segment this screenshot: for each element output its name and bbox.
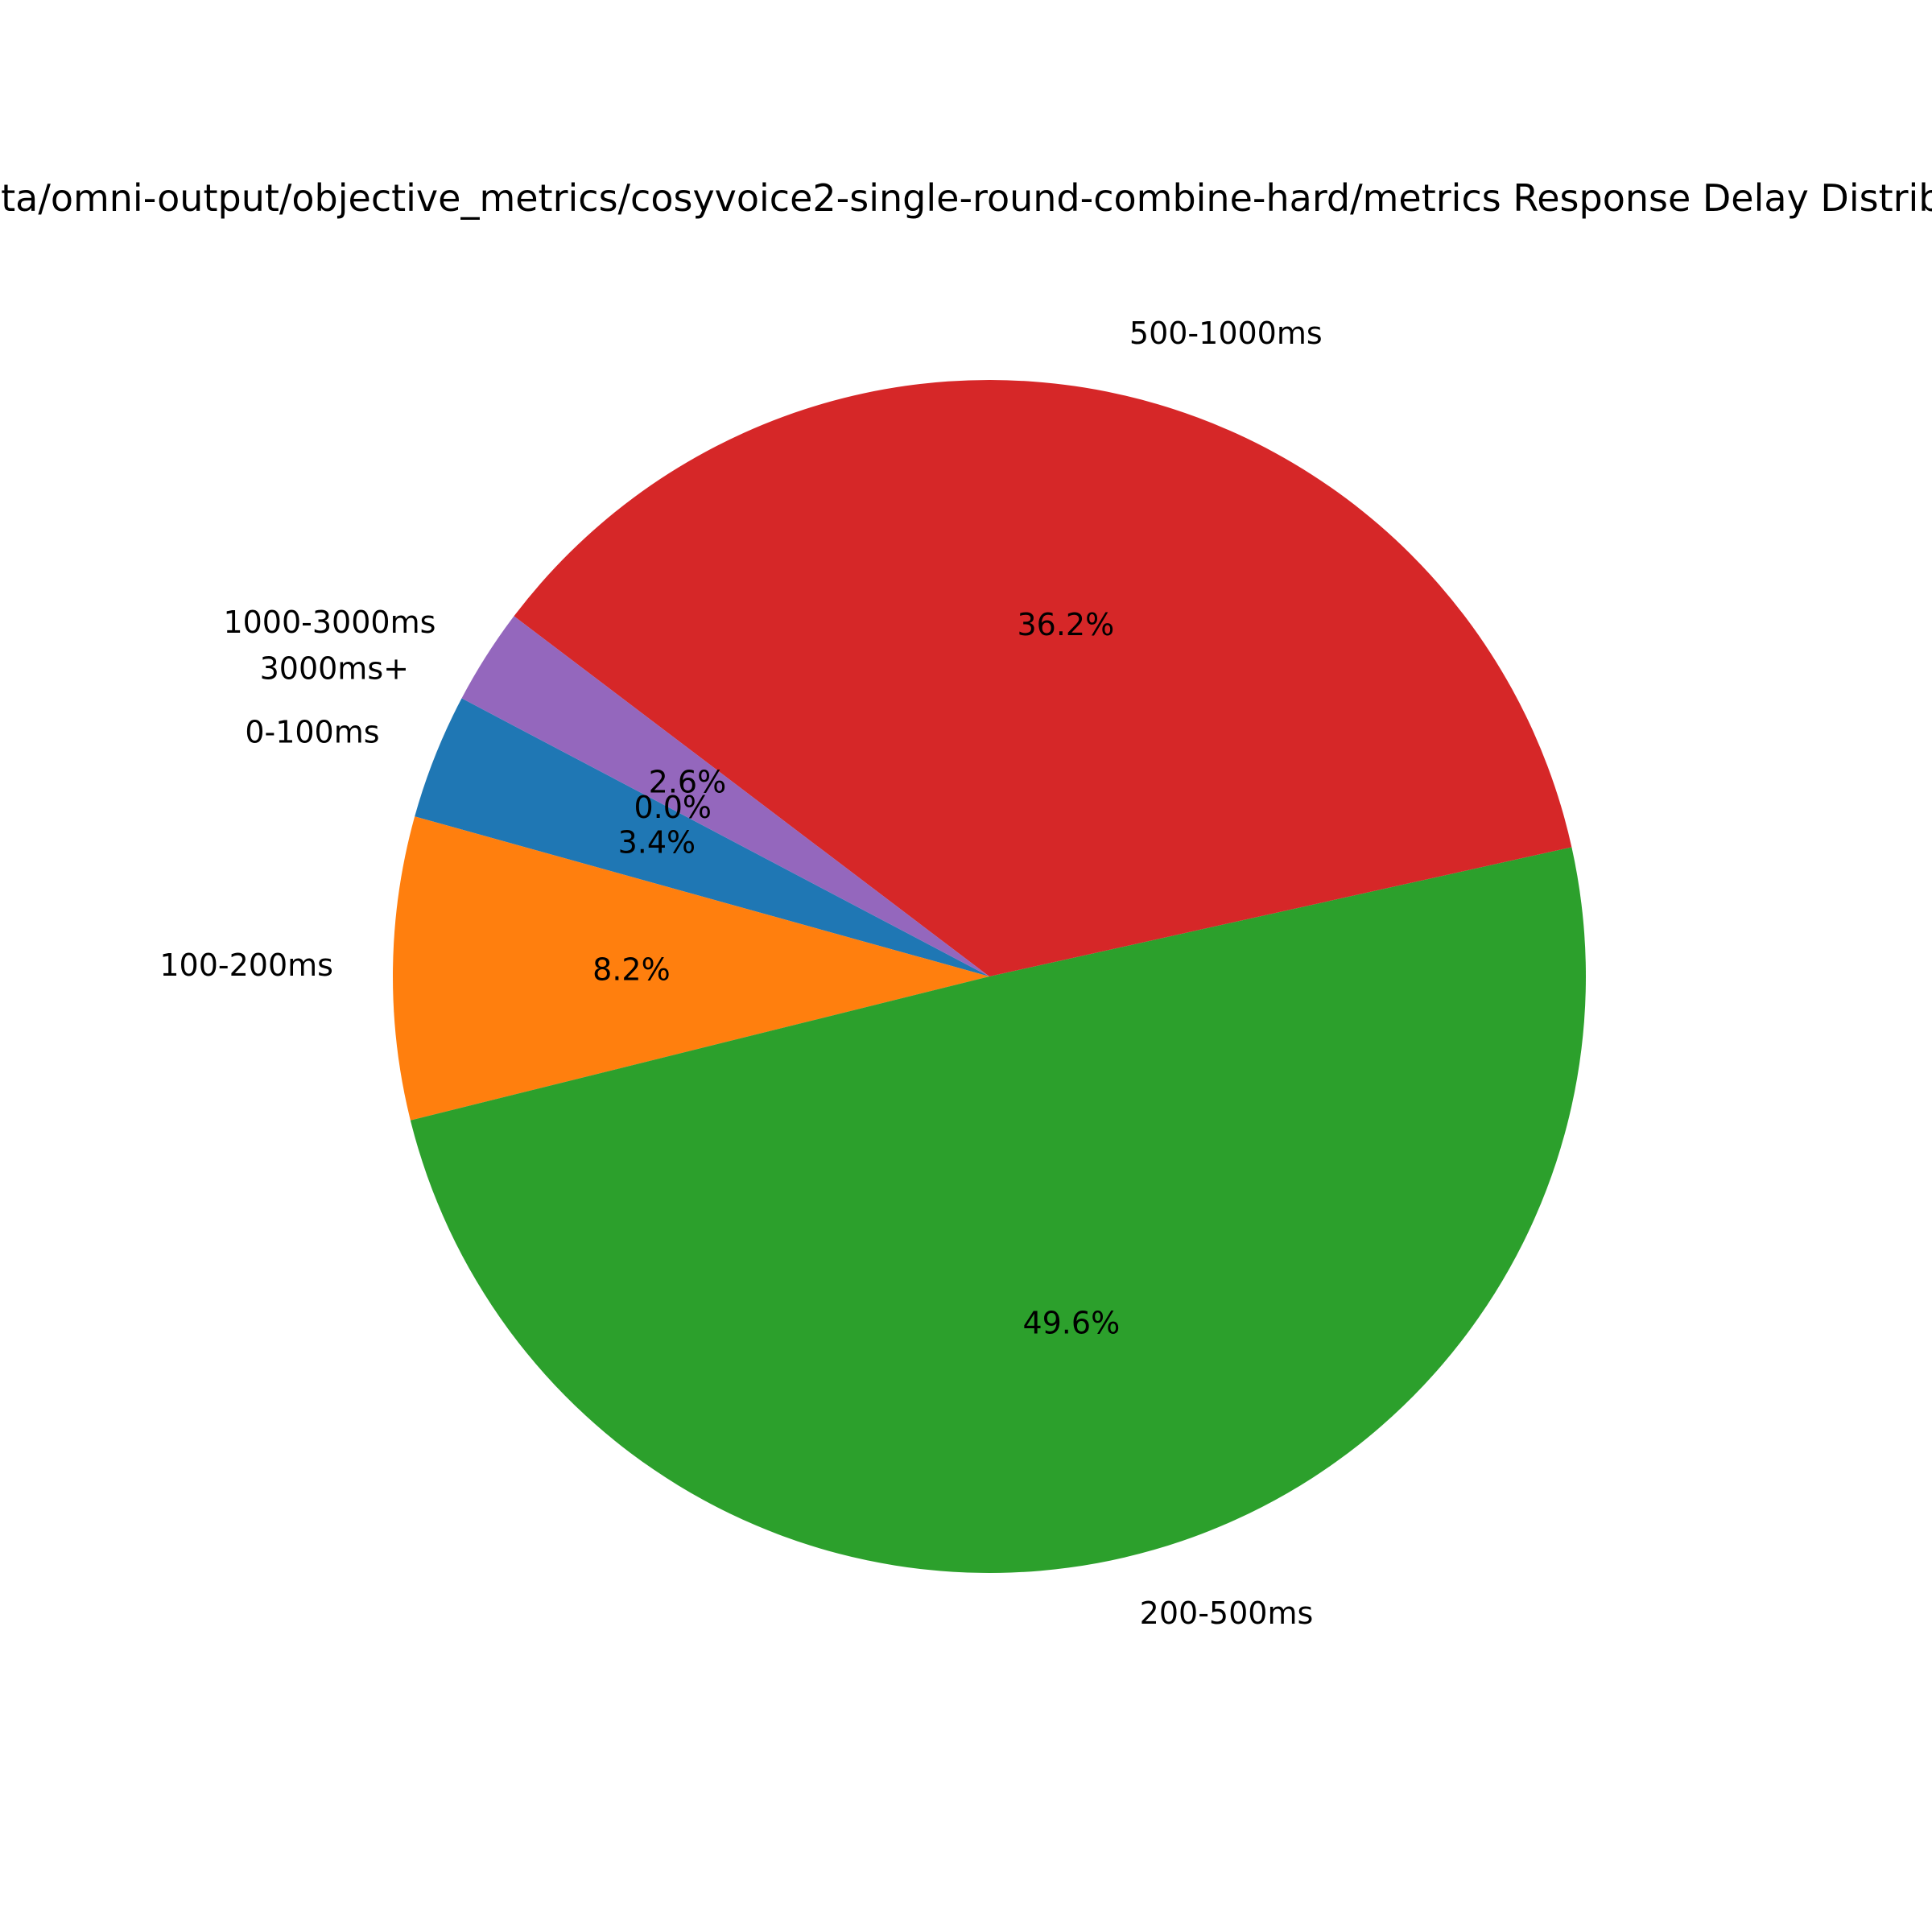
pie-labels: 0-100ms 3.4% 100-200ms 8.2% 200-500ms 49.6% 50… [159, 316, 1322, 1631]
slice-percent-500-1000ms: 36.2% [1018, 607, 1115, 642]
slice-percent-0-100ms: 3.4% [618, 824, 696, 860]
pie-slice-200-500ms [410, 847, 1586, 1573]
slice-percent-3000ms: 0.0% [634, 790, 712, 825]
pie-slice-0-100ms [415, 698, 989, 976]
chart-title: /data/omni-output/objective_metrics/cosy… [0, 176, 1932, 220]
slice-label-3000ms: 3000ms+ [260, 650, 409, 686]
slice-label-1000-3000ms: 1000-3000ms [223, 605, 436, 640]
slice-label-500-1000ms: 500-1000ms [1129, 316, 1323, 351]
pie-slices [393, 379, 1586, 1573]
slice-percent-200-500ms: 49.6% [1022, 1305, 1120, 1340]
slice-percent-1000-3000ms: 2.6% [649, 765, 727, 800]
slice-label-0-100ms: 0-100ms [245, 714, 379, 749]
pie-slice-500-1000ms [514, 379, 1572, 976]
pie-slice-100-200ms [393, 816, 990, 1121]
slice-percent-100-200ms: 8.2% [592, 952, 671, 987]
slice-label-200-500ms: 200-500ms [1140, 1596, 1314, 1631]
slice-label-100-200ms: 100-200ms [159, 947, 333, 983]
pie-slice-1000-3000ms [461, 616, 989, 976]
